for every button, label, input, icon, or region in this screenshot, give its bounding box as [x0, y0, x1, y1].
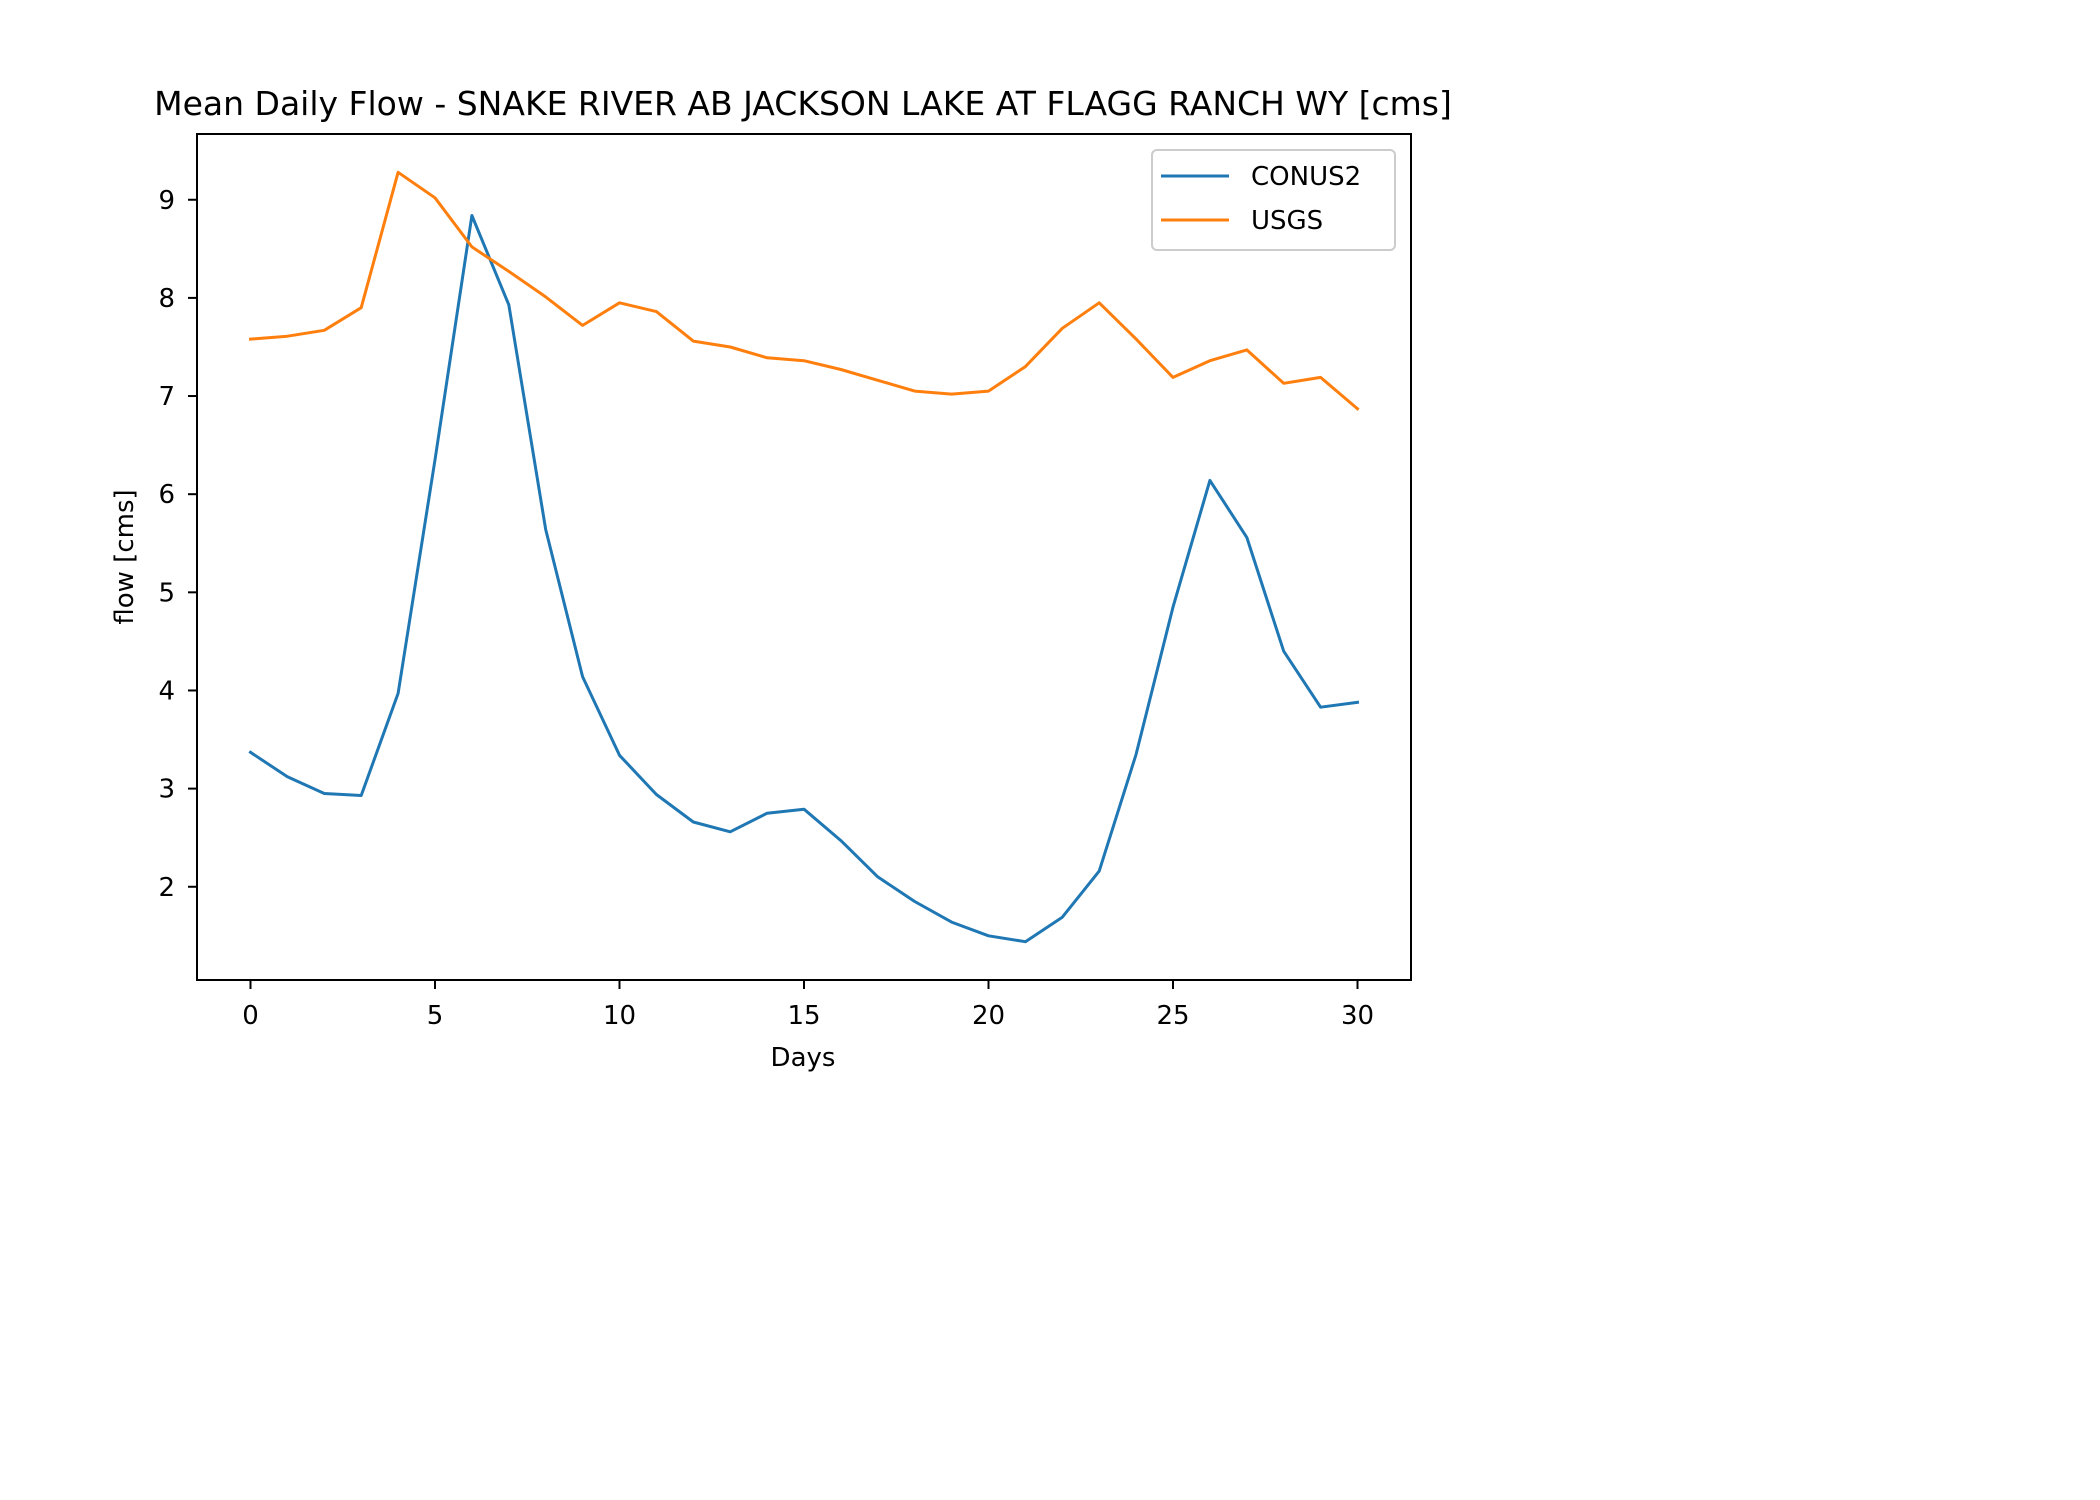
y-axis-label: flow [cms] — [110, 489, 140, 624]
y-tick-label: 5 — [158, 578, 175, 608]
x-tick-label: 15 — [787, 1001, 820, 1031]
x-tick-label: 10 — [603, 1001, 636, 1031]
y-tick-label: 3 — [158, 775, 175, 805]
legend-label-conus2: CONUS2 — [1251, 162, 1361, 192]
y-tick-label: 8 — [158, 284, 175, 314]
x-tick-label: 0 — [242, 1001, 259, 1031]
x-axis-label: Days — [771, 1043, 836, 1073]
y-tick-label: 7 — [158, 382, 175, 412]
legend-label-usgs: USGS — [1251, 206, 1323, 236]
series-line-usgs — [248, 170, 1360, 411]
x-tick-label: 30 — [1341, 1001, 1374, 1031]
y-tick-label: 6 — [158, 480, 175, 510]
y-tick-label: 9 — [158, 186, 175, 216]
x-tick-label: 25 — [1156, 1001, 1189, 1031]
y-axis-ticks: 2 3 4 5 6 7 8 9 — [158, 186, 197, 903]
series-layer — [248, 170, 1360, 944]
x-tick-label: 5 — [427, 1001, 444, 1031]
y-tick-label: 4 — [158, 676, 175, 706]
legend: CONUS2 USGS — [1151, 149, 1396, 251]
x-tick-label: 20 — [972, 1001, 1005, 1031]
y-tick-label: 2 — [158, 873, 175, 903]
chart-title: Mean Daily Flow - SNAKE RIVER AB JACKSON… — [154, 84, 1452, 123]
x-axis-ticks: 0 5 10 15 20 25 30 — [242, 980, 1374, 1031]
series-line-conus2 — [248, 214, 1360, 944]
chart: Mean Daily Flow - SNAKE RIVER AB JACKSON… — [110, 84, 1452, 1073]
